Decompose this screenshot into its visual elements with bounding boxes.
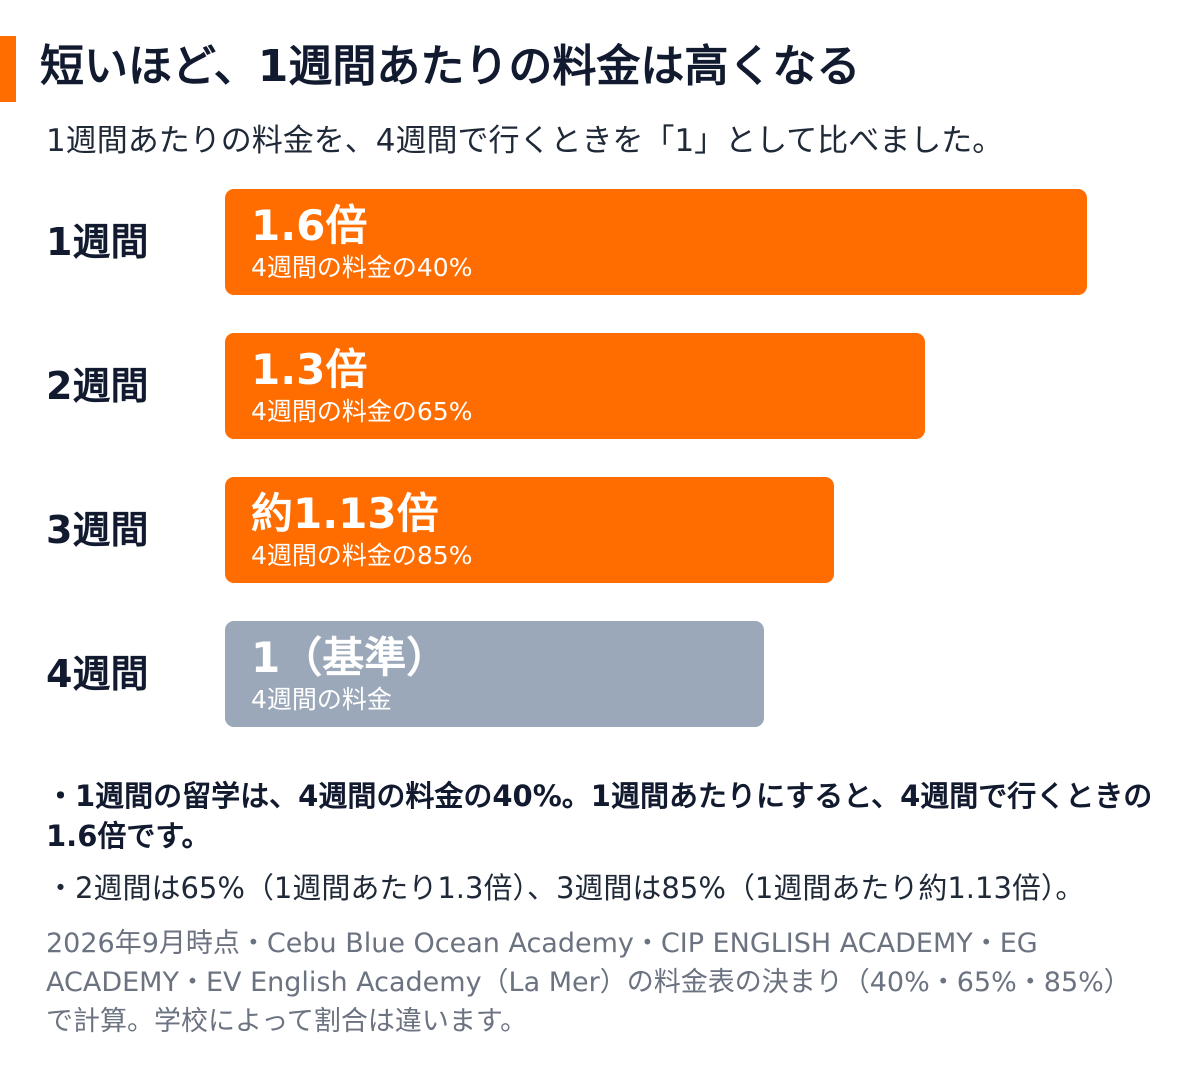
bar: 1（基準） 4週間の料金 [225,621,764,727]
source-note: 2026年9月時点・Cebu Blue Ocean Academy・CIP EN… [46,928,1118,1037]
note-line-2: ・2週間は65%（1週間あたり1.3倍）、3週間は85%（1週間あたり約1.13… [46,871,1085,905]
category-label: 3週間 [46,508,149,552]
bar: 1.6倍 4週間の料金の40% [225,189,1087,295]
bar-sub-label: 4週間の料金の40% [251,253,473,282]
category-label: 2週間 [46,364,149,408]
bar-value-label: 1.3倍 [251,345,368,394]
bar-value-label: 1.6倍 [251,201,368,250]
page-title: 短いほど、1週間あたりの料金は高くなる [40,41,861,92]
bar-sub-label: 4週間の料金の65% [251,397,473,426]
note-line-1: ・1週間の留学は、4週間の料金の40%。1週間あたりにすると、4週間で行くときの… [46,779,1153,853]
category-label: 4週間 [46,652,149,696]
category-label: 1週間 [46,220,149,264]
page-subtitle: 1週間あたりの料金を、4週間で行くときを「1」として比べました。 [46,123,1004,159]
bar: 1.3倍 4週間の料金の65% [225,333,925,439]
bar-value-label: 1（基準） [251,633,449,682]
notes: ・1週間の留学は、4週間の料金の40%。1週間あたりにすると、4週間で行くときの… [46,776,1166,908]
bar-sub-label: 4週間の料金 [251,685,392,714]
bar-sub-label: 4週間の料金の85% [251,541,473,570]
bar-value-label: 約1.13倍 [251,489,439,538]
title-accent-bar [0,36,16,102]
bar-chart: 1週間 1.6倍 4週間の料金の40% 2週間 1.3倍 4週間の料金の65% 3週間 約1.… [0,180,1200,740]
bar: 約1.13倍 4週間の料金の85% [225,477,834,583]
